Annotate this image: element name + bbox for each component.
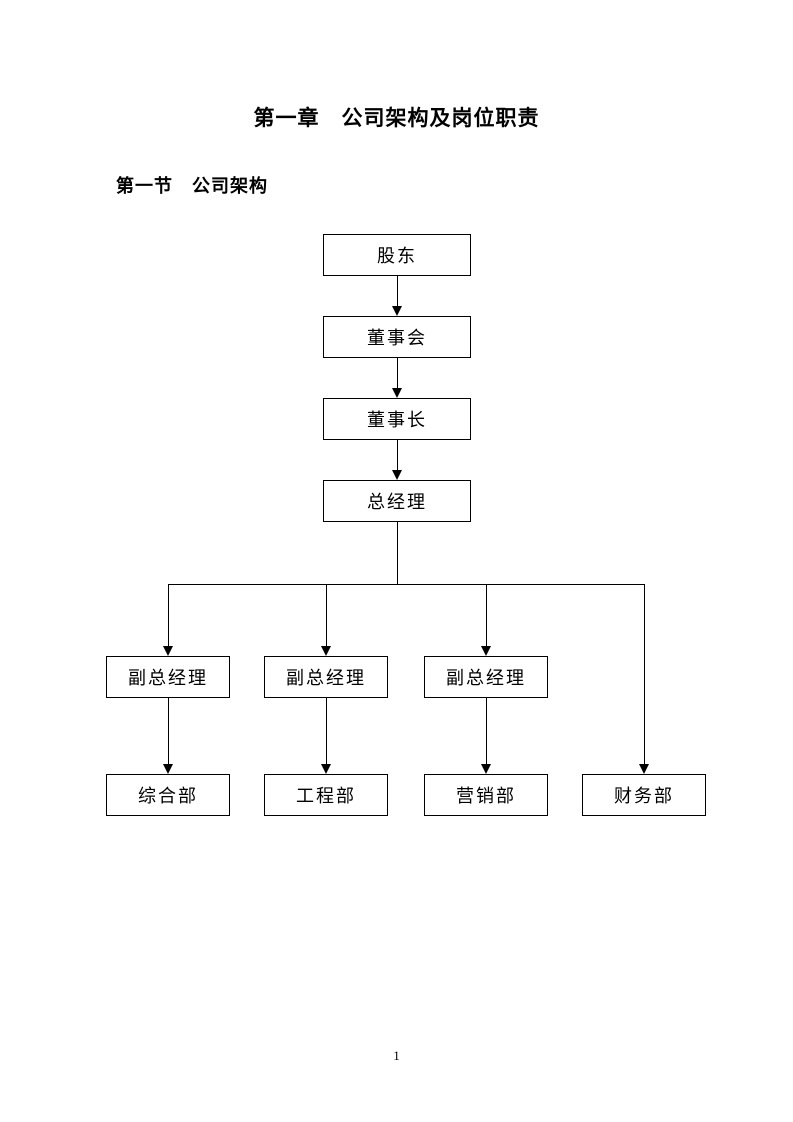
- arrow-down-icon: [639, 764, 649, 774]
- org-node-n11: 财务部: [582, 774, 706, 816]
- org-node-n2: 董事会: [323, 316, 471, 358]
- connector-vertical: [168, 584, 169, 646]
- arrow-down-icon: [392, 470, 402, 480]
- connector-vertical: [486, 584, 487, 646]
- arrow-down-icon: [392, 306, 402, 316]
- arrow-down-icon: [392, 388, 402, 398]
- org-node-n10: 营销部: [424, 774, 548, 816]
- connector-vertical: [326, 698, 327, 764]
- connector-vertical: [326, 584, 327, 646]
- org-node-n5: 副总经理: [106, 656, 230, 698]
- arrow-down-icon: [481, 646, 491, 656]
- connector-vertical: [397, 440, 398, 470]
- arrow-down-icon: [163, 764, 173, 774]
- org-node-n4: 总经理: [323, 480, 471, 522]
- org-node-n3: 董事长: [323, 398, 471, 440]
- org-node-n1: 股东: [323, 234, 471, 276]
- org-node-n9: 工程部: [264, 774, 388, 816]
- org-node-n6: 副总经理: [264, 656, 388, 698]
- chapter-title: 第一章 公司架构及岗位职责: [0, 102, 793, 132]
- org-node-n7: 副总经理: [424, 656, 548, 698]
- page-number: 1: [0, 1048, 793, 1064]
- section-title: 第一节 公司架构: [116, 172, 268, 198]
- arrow-down-icon: [321, 646, 331, 656]
- connector-vertical: [168, 698, 169, 764]
- connector-vertical: [486, 698, 487, 764]
- arrow-down-icon: [321, 764, 331, 774]
- connector-vertical: [397, 522, 398, 584]
- org-node-n8: 综合部: [106, 774, 230, 816]
- connector-vertical: [397, 276, 398, 306]
- connector-vertical: [644, 584, 645, 764]
- connector-horizontal: [168, 584, 644, 585]
- connector-vertical: [397, 358, 398, 388]
- arrow-down-icon: [163, 646, 173, 656]
- arrow-down-icon: [481, 764, 491, 774]
